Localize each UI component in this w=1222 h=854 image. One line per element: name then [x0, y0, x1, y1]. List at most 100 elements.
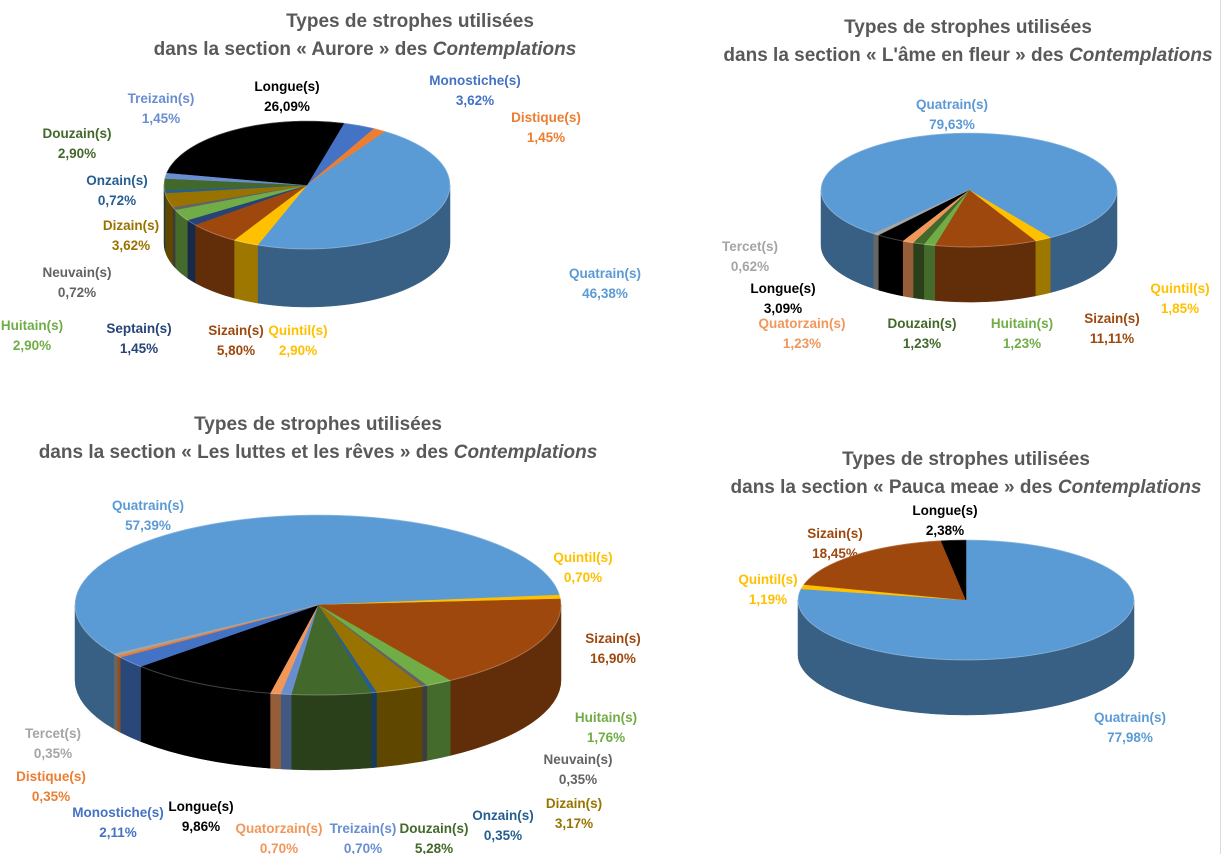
slice-label-quintil: Quintil(s) [1150, 281, 1209, 296]
slice-label-quatrain: Quatrain(s) [112, 498, 184, 513]
slice-side-huitain [923, 243, 936, 301]
slice-label-monostiche: Monostiche(s) [72, 805, 164, 820]
slice-side-douzain [912, 242, 925, 300]
slice-value-quatrain: 79,63% [929, 117, 975, 132]
slice-value-sizain: 18,45% [812, 546, 858, 561]
slice-side-dizain [376, 686, 423, 768]
slice-quatrain [74, 514, 560, 655]
slice-label-treizain: Treizain(s) [330, 821, 397, 836]
slice-value-quintil: 0,70% [564, 570, 602, 585]
slice-value-quatrain: 77,98% [1107, 730, 1153, 745]
slice-side-douzain [290, 692, 372, 771]
slice-label-dizain: Dizain(s) [103, 218, 159, 233]
slice-sizain [934, 189, 1036, 248]
slice-value-septain: 1,45% [120, 341, 158, 356]
slice-label-quatrain: Quatrain(s) [916, 97, 988, 112]
slice-value-quintil: 2,90% [279, 343, 317, 358]
chart-title-line1: Types de strophes utilisées [194, 414, 442, 435]
slice-value-quintil: 1,19% [749, 592, 787, 607]
slice-value-sizain: 11,11% [1090, 331, 1134, 346]
slice-label-quatorzain: Quatorzain(s) [235, 821, 322, 836]
slice-value-douzain: 5,28% [415, 841, 453, 854]
pie-ame-en-fleur: Quatrain(s) 79,63% Quintil(s) 1,85% Sizain(s… [722, 97, 1210, 351]
slice-label-neuvain: Neuvain(s) [42, 265, 111, 280]
pie-aurore: Monostiche(s) 3,62% Distique(s) 1,45% Quatra… [1, 73, 641, 358]
pie-rim [163, 120, 451, 250]
slice-value-huitain: 1,76% [587, 730, 625, 745]
title-italic: Contemplations [1069, 45, 1213, 66]
pie-rim [74, 514, 562, 696]
slice-value-neuvain: 0,35% [559, 772, 597, 787]
slice-label-dizain: Dizain(s) [546, 796, 602, 811]
slice-value-onzain: 0,72% [98, 193, 136, 208]
slice-label-sizain: Sizain(s) [807, 526, 863, 541]
title-text: dans la section « Aurore » des [154, 39, 433, 60]
slice-side-treizain [280, 693, 292, 770]
slice-label-douzain: Douzain(s) [400, 821, 469, 836]
pie-tops [820, 132, 1118, 248]
slice-quatrain [820, 132, 1118, 238]
slice-longue [139, 604, 319, 694]
slice-label-tercet: Tercet(s) [722, 239, 778, 254]
slice-value-sizain: 5,80% [217, 343, 255, 358]
slice-label-distique: Distique(s) [511, 110, 581, 125]
slice-label-sizain: Sizain(s) [585, 631, 641, 646]
slice-value-tercet: 0,62% [731, 259, 769, 274]
slice-label-sizain: Sizain(s) [1084, 311, 1140, 326]
chart-title-line2: dans la section « Les luttes et les rêve… [39, 442, 598, 463]
slice-value-tercet: 0,35% [34, 746, 72, 761]
slice-value-treizain: 1,45% [142, 111, 180, 126]
title-italic: Contemplations [433, 39, 577, 60]
slice-sizain [803, 540, 967, 601]
slice-label-distique: Distique(s) [16, 769, 86, 784]
slice-label-sizain: Sizain(s) [208, 323, 264, 338]
chart-title-line2: dans la section « Aurore » des Contempla… [154, 39, 577, 60]
slice-value-douzain: 1,23% [903, 336, 941, 351]
slice-label-quatorzain: Quatorzain(s) [758, 316, 845, 331]
title-text: dans la section « L'âme en fleur » des [723, 45, 1069, 66]
slice-value-sizain: 16,90% [590, 651, 636, 666]
chart-title-line2: dans la section « Pauca meae » des Conte… [731, 477, 1202, 498]
slice-label-treizain: Treizain(s) [128, 91, 195, 106]
pie-sides [820, 189, 1118, 303]
slice-side-tercet [113, 653, 118, 732]
slice-value-monostiche: 2,11% [99, 825, 137, 840]
slice-side-monostiche [119, 656, 141, 742]
slice-value-onzain: 0,35% [484, 828, 522, 843]
slice-value-monostiche: 3,62% [456, 93, 494, 108]
title-text: dans la section « Les luttes et les rêve… [39, 442, 454, 463]
slice-side-huitain [174, 209, 188, 279]
slice-label-huitain: Huitain(s) [991, 316, 1053, 331]
slice-side-quatorzain [269, 692, 281, 770]
slice-value-dizain: 3,17% [555, 816, 593, 831]
slice-label-longue: Longue(s) [750, 281, 815, 296]
slice-side-neuvain [172, 206, 176, 269]
slice-label-onzain: Onzain(s) [472, 808, 534, 823]
slice-value-distique: 0,35% [32, 789, 70, 804]
slice-value-quatrain: 46,38% [582, 286, 628, 301]
pie-tops [797, 539, 1135, 661]
pie-tops [74, 514, 562, 696]
slice-value-quatorzain: 1,23% [783, 336, 821, 351]
chart-ame-en-fleur: Types de strophes utilisées dans la sect… [722, 17, 1213, 351]
slice-side-tercet [873, 233, 879, 291]
slice-label-quintil: Quintil(s) [553, 550, 612, 565]
divider [1220, 0, 1221, 854]
slice-sizain [317, 598, 562, 681]
slice-tercet [113, 604, 319, 656]
chart-title-line1: Types de strophes utilisées [844, 17, 1092, 38]
slice-longue [940, 539, 967, 601]
title-italic: Contemplations [454, 442, 598, 463]
slice-tercet [873, 189, 970, 236]
pie-sides [74, 604, 562, 771]
slice-side-distique [116, 655, 121, 733]
slice-label-douzain: Douzain(s) [888, 316, 957, 331]
slice-value-huitain: 1,23% [1003, 336, 1041, 351]
slice-quatrain [257, 131, 451, 250]
slice-side-septain [187, 219, 196, 284]
slice-value-treizain: 0,70% [344, 841, 382, 854]
pie-luttes-et-reves: Quatrain(s) 57,39% Quintil(s) 0,70% Sizain(s… [16, 498, 641, 854]
slice-label-quatrain: Quatrain(s) [1094, 710, 1166, 725]
